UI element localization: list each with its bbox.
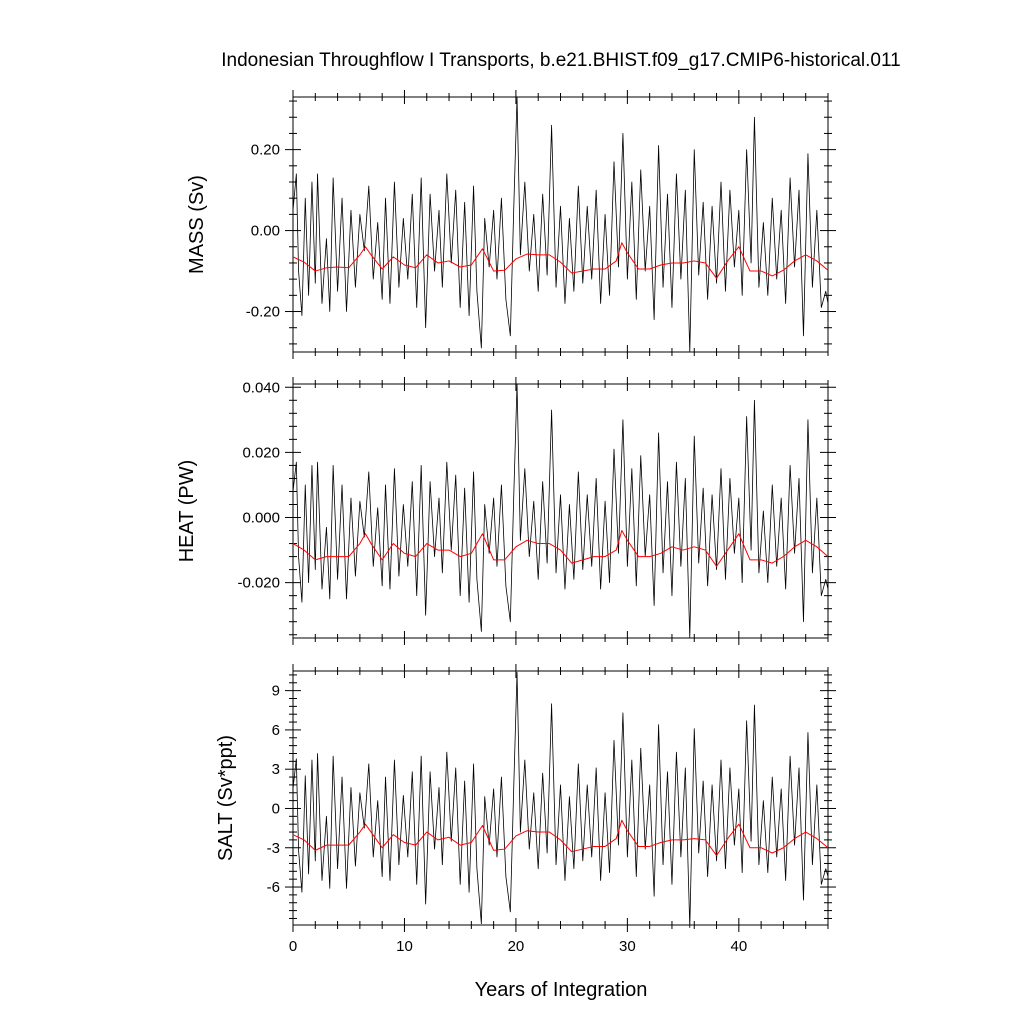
y-axis-label: HEAT (PW) <box>176 460 198 563</box>
panels: -0.20 0.00 0.20 MASS (Sv) -0.020 0.000 0.020 0.… <box>176 90 836 955</box>
x-axis-label: Years of Integration <box>475 979 648 1001</box>
y-tick-label: 0.000 <box>242 510 280 527</box>
y-tick-label: 9 <box>272 683 280 700</box>
y-tick-label: -3 <box>267 840 280 857</box>
y-tick-label: 0.20 <box>251 142 280 159</box>
x-tick-label: 20 <box>508 938 525 955</box>
series-smoothed-line <box>292 242 829 279</box>
panel-3: -6 -3 0 3 6 9 SALT (Sv*ppt) 0 10 20 30 40 <box>215 664 836 955</box>
series-monthly-line <box>292 671 829 929</box>
panel-2: -0.020 0.000 0.020 0.040 HEAT (PW) <box>176 377 836 645</box>
series-smoothed-line <box>292 819 829 857</box>
x-tick-label: 40 <box>730 938 747 955</box>
x-tick-label: 10 <box>396 938 413 955</box>
y-tick-label: 0.020 <box>242 444 280 461</box>
y-axis-label: SALT (Sv*ppt) <box>215 735 237 861</box>
y-tick-label: 3 <box>272 761 280 778</box>
series-monthly-line <box>292 383 829 639</box>
y-tick-label: 6 <box>272 722 280 739</box>
y-tick-label: 0.00 <box>251 223 280 240</box>
series-smoothed-line <box>292 530 829 567</box>
y-tick-label: 0 <box>272 800 280 817</box>
y-tick-label: 0.040 <box>242 379 280 396</box>
y-axis-label: MASS (Sv) <box>186 175 208 274</box>
y-tick-label: -0.020 <box>237 575 280 592</box>
panel-1: -0.20 0.00 0.20 MASS (Sv) <box>186 90 836 359</box>
figure-title: Indonesian Throughflow I Transports, b.e… <box>221 50 900 71</box>
series-monthly-line <box>292 96 829 353</box>
y-tick-label: -6 <box>267 879 280 896</box>
x-tick-label: 0 <box>289 938 297 955</box>
y-tick-label: -0.20 <box>246 304 280 321</box>
x-tick-label: 30 <box>619 938 636 955</box>
